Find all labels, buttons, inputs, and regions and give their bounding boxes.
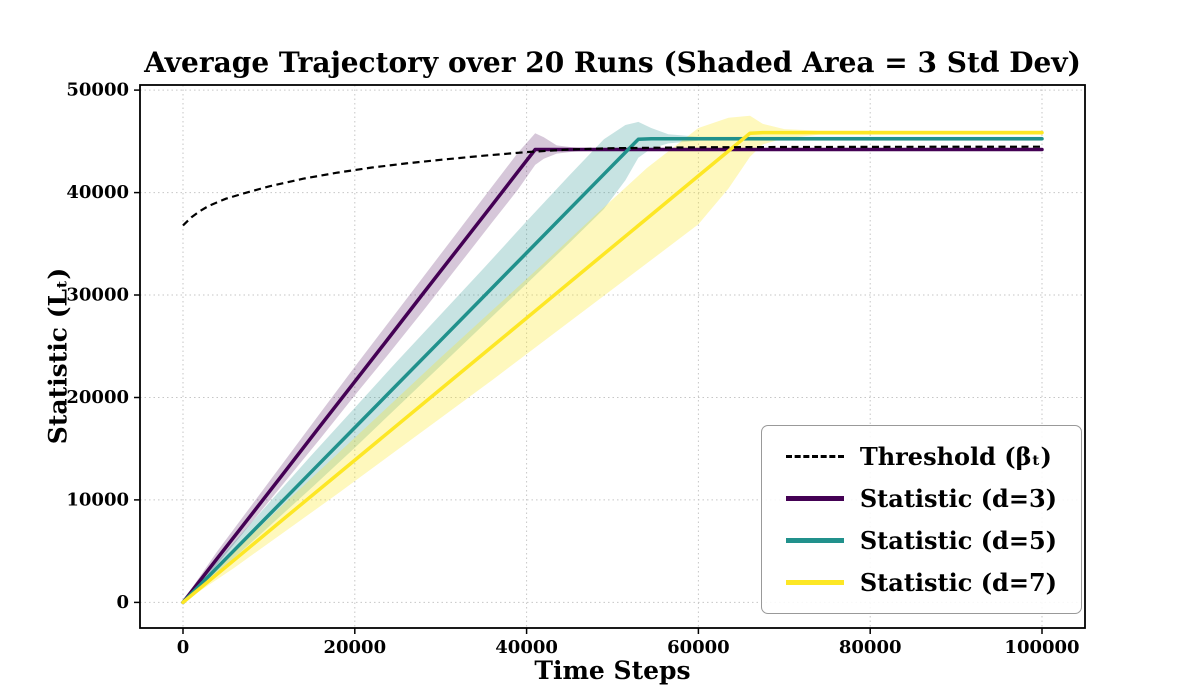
std-band-d3 — [183, 133, 1042, 603]
x-tick-label: 100000 — [1004, 637, 1079, 658]
x-tick-label: 80000 — [839, 637, 902, 658]
y-tick-label: 30000 — [66, 285, 129, 306]
legend-entry: Threshold (βₜ) — [785, 442, 1057, 471]
legend-entry-label: Statistic (d=3) — [859, 484, 1057, 513]
chart-title: Average Trajectory over 20 Runs (Shaded … — [144, 46, 1081, 79]
x-axis-label: Time Steps — [534, 656, 691, 685]
legend-entry: Statistic (d=5) — [785, 526, 1057, 555]
y-tick-label: 0 — [116, 592, 129, 613]
legend-dashed-line-sample-icon — [785, 455, 844, 458]
legend-line-sample-icon — [785, 580, 844, 585]
x-tick-label: 60000 — [667, 637, 730, 658]
threshold-line — [182, 145, 1043, 227]
mean-line-d5 — [181, 137, 1044, 605]
legend-entry-label: Threshold (βₜ) — [859, 442, 1052, 471]
legend: Threshold (βₜ) Statistic (d=3) Statistic (… — [760, 425, 1082, 614]
legend-entry: Statistic (d=3) — [785, 484, 1057, 513]
legend-line-sample-icon — [785, 538, 844, 543]
y-tick-label: 20000 — [66, 387, 129, 408]
x-tick-label: 0 — [177, 637, 190, 658]
y-tick-label: 50000 — [66, 80, 129, 101]
axes-spine — [139, 84, 1086, 629]
legend-entry-label: Statistic (d=5) — [859, 526, 1057, 555]
x-tick-label: 20000 — [323, 637, 386, 658]
mean-line-d7 — [181, 130, 1044, 605]
legend-entry-label: Statistic (d=7) — [859, 568, 1057, 597]
std-band-d7 — [183, 115, 1042, 603]
x-tick-label: 40000 — [495, 637, 558, 658]
legend-line-sample-icon — [785, 496, 844, 501]
legend-entry: Statistic (d=7) — [785, 568, 1057, 597]
y-axis-label: Statistic (Lₜ) — [43, 267, 73, 445]
y-tick-label: 10000 — [66, 489, 129, 510]
y-tick-label: 40000 — [66, 182, 129, 203]
